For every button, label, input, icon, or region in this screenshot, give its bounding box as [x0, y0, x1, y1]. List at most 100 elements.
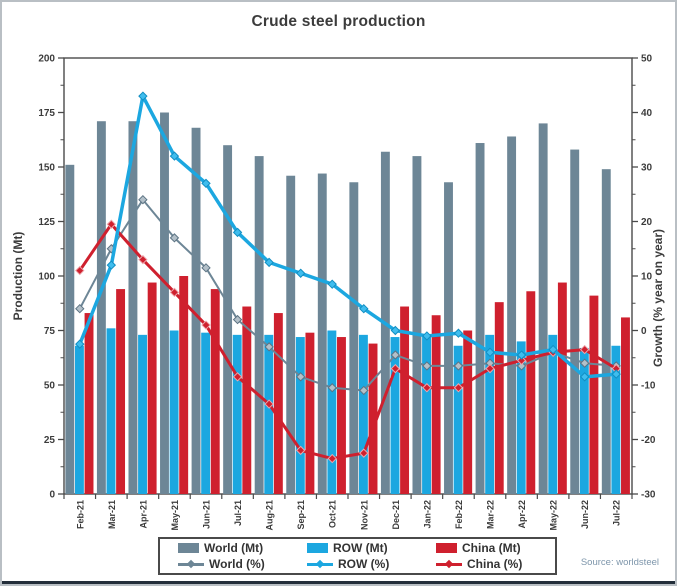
bar — [570, 149, 580, 494]
marker — [516, 355, 527, 366]
bar — [223, 145, 233, 494]
line-world- — [75, 194, 621, 396]
bar — [210, 289, 220, 494]
bar — [601, 169, 611, 494]
left-axis-title: Production (Mt) — [11, 232, 25, 321]
marker — [232, 227, 243, 238]
legend-label: China (Mt) — [462, 541, 521, 555]
bars-row-mt- — [74, 328, 621, 494]
bar — [201, 332, 211, 494]
bar — [273, 313, 283, 494]
bar — [337, 337, 346, 494]
x-axis-tick-label: Jul-22 — [612, 500, 622, 526]
left-axis-tick-label: 100 — [38, 272, 55, 283]
legend-item-china-pct: China (%) — [422, 558, 551, 570]
bar — [453, 345, 463, 494]
marker — [579, 372, 590, 382]
bar — [507, 136, 517, 495]
right-axis-tick-label: -30 — [641, 490, 656, 501]
bar — [74, 345, 84, 494]
source-note: Source: worldsteel — [580, 557, 659, 568]
bar — [621, 317, 630, 494]
right-axis-tick-label: 0 — [641, 326, 647, 337]
bar — [422, 334, 431, 494]
bar — [463, 330, 473, 494]
bar — [368, 343, 378, 494]
bar — [444, 182, 453, 494]
marker — [516, 361, 527, 371]
x-axis-tick-label: May-22 — [549, 500, 559, 531]
bar — [138, 334, 147, 494]
marker — [264, 399, 274, 409]
row-line-swatch-icon — [307, 559, 333, 569]
marker — [138, 194, 148, 205]
bar — [242, 306, 252, 494]
marker — [422, 331, 432, 341]
x-axis-tick-label: Oct-21 — [328, 500, 338, 528]
bar — [116, 289, 126, 494]
line-china- — [75, 219, 621, 464]
marker — [390, 325, 401, 336]
bar — [557, 282, 567, 494]
marker — [169, 287, 180, 298]
legend-item-row-mt: ROW (Mt) — [293, 542, 422, 554]
right-axis-tick-label: 40 — [641, 108, 653, 119]
bar — [179, 276, 189, 494]
bar — [169, 330, 179, 494]
marker — [138, 254, 148, 265]
marker — [327, 279, 337, 289]
marker — [295, 372, 306, 382]
bar — [286, 175, 296, 494]
left-axis-tick-label: 0 — [49, 490, 55, 501]
bar — [128, 121, 138, 494]
x-axis-tick-label: Mar-22 — [486, 500, 496, 529]
marker — [485, 363, 495, 374]
marker — [390, 363, 401, 374]
legend-label: ROW (%) — [338, 557, 390, 571]
left-axis-tick-label: 25 — [44, 435, 56, 446]
marker — [295, 268, 306, 278]
right-axis-tick-label: -10 — [641, 381, 656, 392]
legend-item-world-pct: World (%) — [164, 558, 293, 570]
marker — [579, 344, 590, 355]
bar — [589, 295, 599, 494]
bar — [232, 334, 242, 494]
marker — [359, 385, 369, 396]
marker — [390, 350, 401, 360]
left-axis-tick-label: 150 — [38, 163, 55, 174]
china-line-swatch-icon — [436, 559, 462, 569]
legend-label: World (Mt) — [204, 541, 264, 555]
marker — [422, 383, 432, 393]
bar — [485, 334, 495, 494]
bar — [516, 341, 526, 494]
bar — [106, 328, 116, 494]
bar — [295, 337, 305, 494]
x-axis-tick-label: Jun-21 — [202, 500, 212, 529]
marker — [485, 347, 495, 358]
marker — [295, 445, 306, 456]
world-line-swatch-icon — [178, 559, 204, 569]
world-bar-swatch-icon — [178, 543, 199, 553]
marker — [264, 257, 274, 268]
marker — [106, 260, 117, 270]
x-axis-tick-label: Nov-21 — [359, 500, 369, 530]
marker — [611, 369, 621, 379]
x-axis-tick-label: Apr-21 — [138, 500, 148, 529]
left-axis-tick-label: 175 — [38, 108, 55, 119]
marker — [453, 328, 464, 338]
right-axis-tick-label: 10 — [641, 272, 653, 283]
bar — [349, 182, 359, 494]
bar — [96, 121, 106, 494]
bar — [317, 173, 327, 495]
bar — [400, 306, 410, 494]
bar — [579, 347, 589, 494]
bar — [160, 112, 169, 494]
x-axis-tick-label: Jun-22 — [580, 500, 590, 529]
x-axis-tick-label: Dec-21 — [391, 500, 401, 530]
bar — [264, 334, 274, 494]
china-bar-swatch-icon — [436, 543, 457, 553]
bar — [494, 302, 504, 494]
left-axis-tick-label: 125 — [38, 217, 55, 228]
bar — [431, 315, 441, 494]
